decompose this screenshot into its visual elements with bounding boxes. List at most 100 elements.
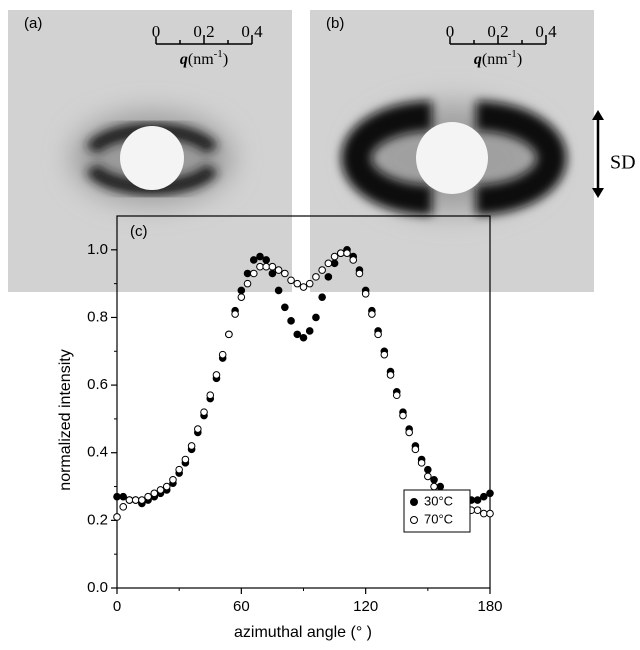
data-point [293, 279, 302, 288]
y-axis-label: normalized intensity [57, 349, 74, 490]
data-point [299, 283, 308, 291]
x-tick-label: 0 [113, 598, 121, 615]
data-point [237, 286, 246, 295]
data-point [405, 428, 413, 437]
data-point [119, 492, 128, 501]
data-point [274, 286, 283, 295]
scale-label-part: ) [223, 51, 228, 68]
data-point [337, 249, 345, 257]
data-point [386, 371, 395, 379]
data-point [237, 293, 246, 301]
y-tick-label: 1.0 [87, 241, 108, 258]
data-point [206, 391, 215, 400]
scale-tick-label: 0.4 [241, 22, 263, 41]
data-point [249, 256, 258, 264]
legend-marker [410, 516, 418, 524]
chart-title: (c) [130, 223, 148, 240]
data-point [380, 350, 389, 359]
data-point [113, 492, 121, 501]
data-point [374, 330, 382, 339]
data-point [150, 489, 159, 498]
data-point [218, 350, 227, 359]
saxs-image-b [310, 10, 594, 292]
data-point [169, 475, 177, 484]
data-point [281, 269, 289, 278]
data-point [436, 482, 445, 491]
data-point [473, 506, 482, 515]
scale-tick-label: 0 [446, 22, 455, 41]
data-point [268, 269, 277, 278]
data-point [131, 496, 140, 504]
scale-label-part: (nm [482, 51, 508, 68]
data-point [262, 256, 271, 264]
scale-label: q(nm-1) [180, 48, 228, 68]
data-point [479, 492, 488, 501]
data-point [318, 293, 326, 301]
data-point [243, 279, 252, 288]
scale-label-part: (nm [188, 51, 214, 68]
x-axis-label: azimuthal angle (° ) [234, 624, 372, 641]
saxs-image-a [8, 10, 292, 292]
data-point [417, 459, 426, 467]
data-point [293, 330, 302, 339]
data-point [156, 486, 165, 494]
data-point [194, 425, 202, 433]
data-point [162, 482, 171, 491]
data-point [343, 249, 351, 257]
scale-tick-label: 0.2 [193, 22, 214, 41]
data-point [430, 475, 438, 484]
legend-box [403, 489, 471, 533]
data-point [430, 482, 438, 491]
data-point [486, 489, 494, 498]
data-point [113, 513, 121, 521]
data-point [312, 313, 320, 322]
data-point [119, 503, 128, 511]
legend-label: 30°C [424, 493, 453, 508]
data-point [361, 289, 370, 298]
panel-label: (b) [326, 15, 344, 32]
data-point [318, 266, 326, 274]
y-tick-label: 0.6 [87, 376, 108, 393]
data-point [473, 496, 482, 504]
scale-label-part: ) [517, 51, 522, 68]
y-tick-label: 0.0 [87, 579, 108, 596]
data-point [287, 317, 295, 325]
data-point [424, 472, 432, 481]
data-point [355, 269, 364, 278]
data-point [287, 276, 295, 285]
data-point [324, 259, 333, 268]
scale-label-part: -1 [508, 48, 517, 60]
data-point [200, 408, 208, 416]
data-point [175, 465, 183, 474]
data-point [249, 269, 258, 278]
legend-marker [410, 498, 418, 506]
data-point [231, 310, 239, 318]
data-point [256, 252, 264, 261]
sd-arrow [592, 110, 604, 198]
legend-label: 70°C [424, 511, 453, 526]
data-point [368, 310, 376, 318]
data-point [268, 262, 277, 271]
scale-label-part: -1 [214, 48, 223, 60]
data-point [399, 411, 407, 420]
data-point [138, 496, 146, 504]
scale-tick-label: 0.2 [487, 22, 508, 41]
scale-label: q(nm-1) [474, 48, 522, 68]
data-point [299, 333, 308, 342]
x-tick-label: 180 [477, 598, 502, 615]
y-tick-label: 0.4 [87, 444, 108, 461]
data-point [330, 259, 339, 268]
direction-label: SD [610, 152, 636, 174]
data-point [243, 269, 252, 278]
data-point [305, 327, 314, 335]
data-point [324, 273, 333, 281]
data-point [212, 371, 221, 379]
data-point [225, 330, 233, 339]
data-point [312, 273, 320, 281]
data-point [256, 262, 264, 271]
data-point [274, 266, 283, 274]
data-point [181, 455, 190, 464]
data-point [262, 262, 271, 271]
